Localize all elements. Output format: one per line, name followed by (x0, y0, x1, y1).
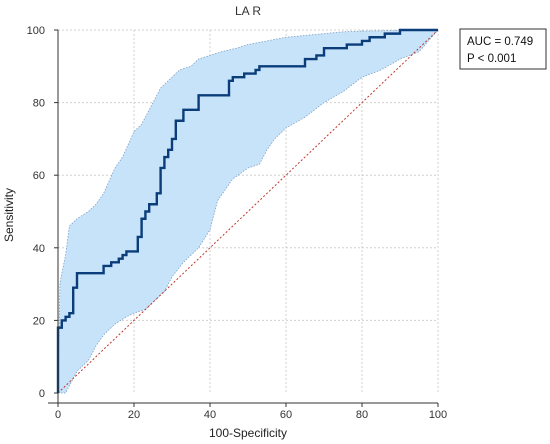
ci-lower-line (58, 29, 439, 394)
confidence-band (57, 29, 439, 394)
legend-auc: AUC = 0.749 (467, 36, 533, 48)
chart-title: LA R (235, 4, 261, 18)
tick-labels: 0 20 40 60 80 100 0 20 40 60 80 100 (27, 25, 448, 421)
x-tick-label: 0 (55, 409, 61, 421)
reference-line-group (57, 29, 439, 394)
axes (48, 29, 439, 407)
y-tick-label: 60 (33, 170, 45, 182)
x-tick-label: 20 (128, 409, 140, 421)
legend-p-value: P < 0.001 (467, 53, 516, 65)
legend-box (459, 28, 547, 70)
ci-upper-line (57, 29, 438, 394)
roc-curve (56, 28, 438, 393)
ci-band-fill (58, 30, 438, 393)
x-tick-label: 80 (356, 409, 368, 421)
y-axis-title: Sensitivity (2, 188, 16, 242)
x-tick-label: 100 (429, 409, 447, 421)
y-tick-label: 0 (39, 388, 45, 400)
y-tick-label: 80 (33, 98, 45, 110)
x-tick-label: 40 (204, 409, 216, 421)
y-tick-label: 40 (33, 243, 45, 255)
x-tick-label: 60 (280, 409, 292, 421)
y-tick-label: 20 (33, 315, 45, 327)
roc-curve-group (56, 28, 438, 393)
legend: AUC = 0.749 P < 0.001 (459, 28, 547, 70)
y-tick-label: 100 (27, 25, 45, 37)
x-axis-title: 100-Specificity (209, 426, 287, 440)
reference-line (57, 29, 439, 394)
